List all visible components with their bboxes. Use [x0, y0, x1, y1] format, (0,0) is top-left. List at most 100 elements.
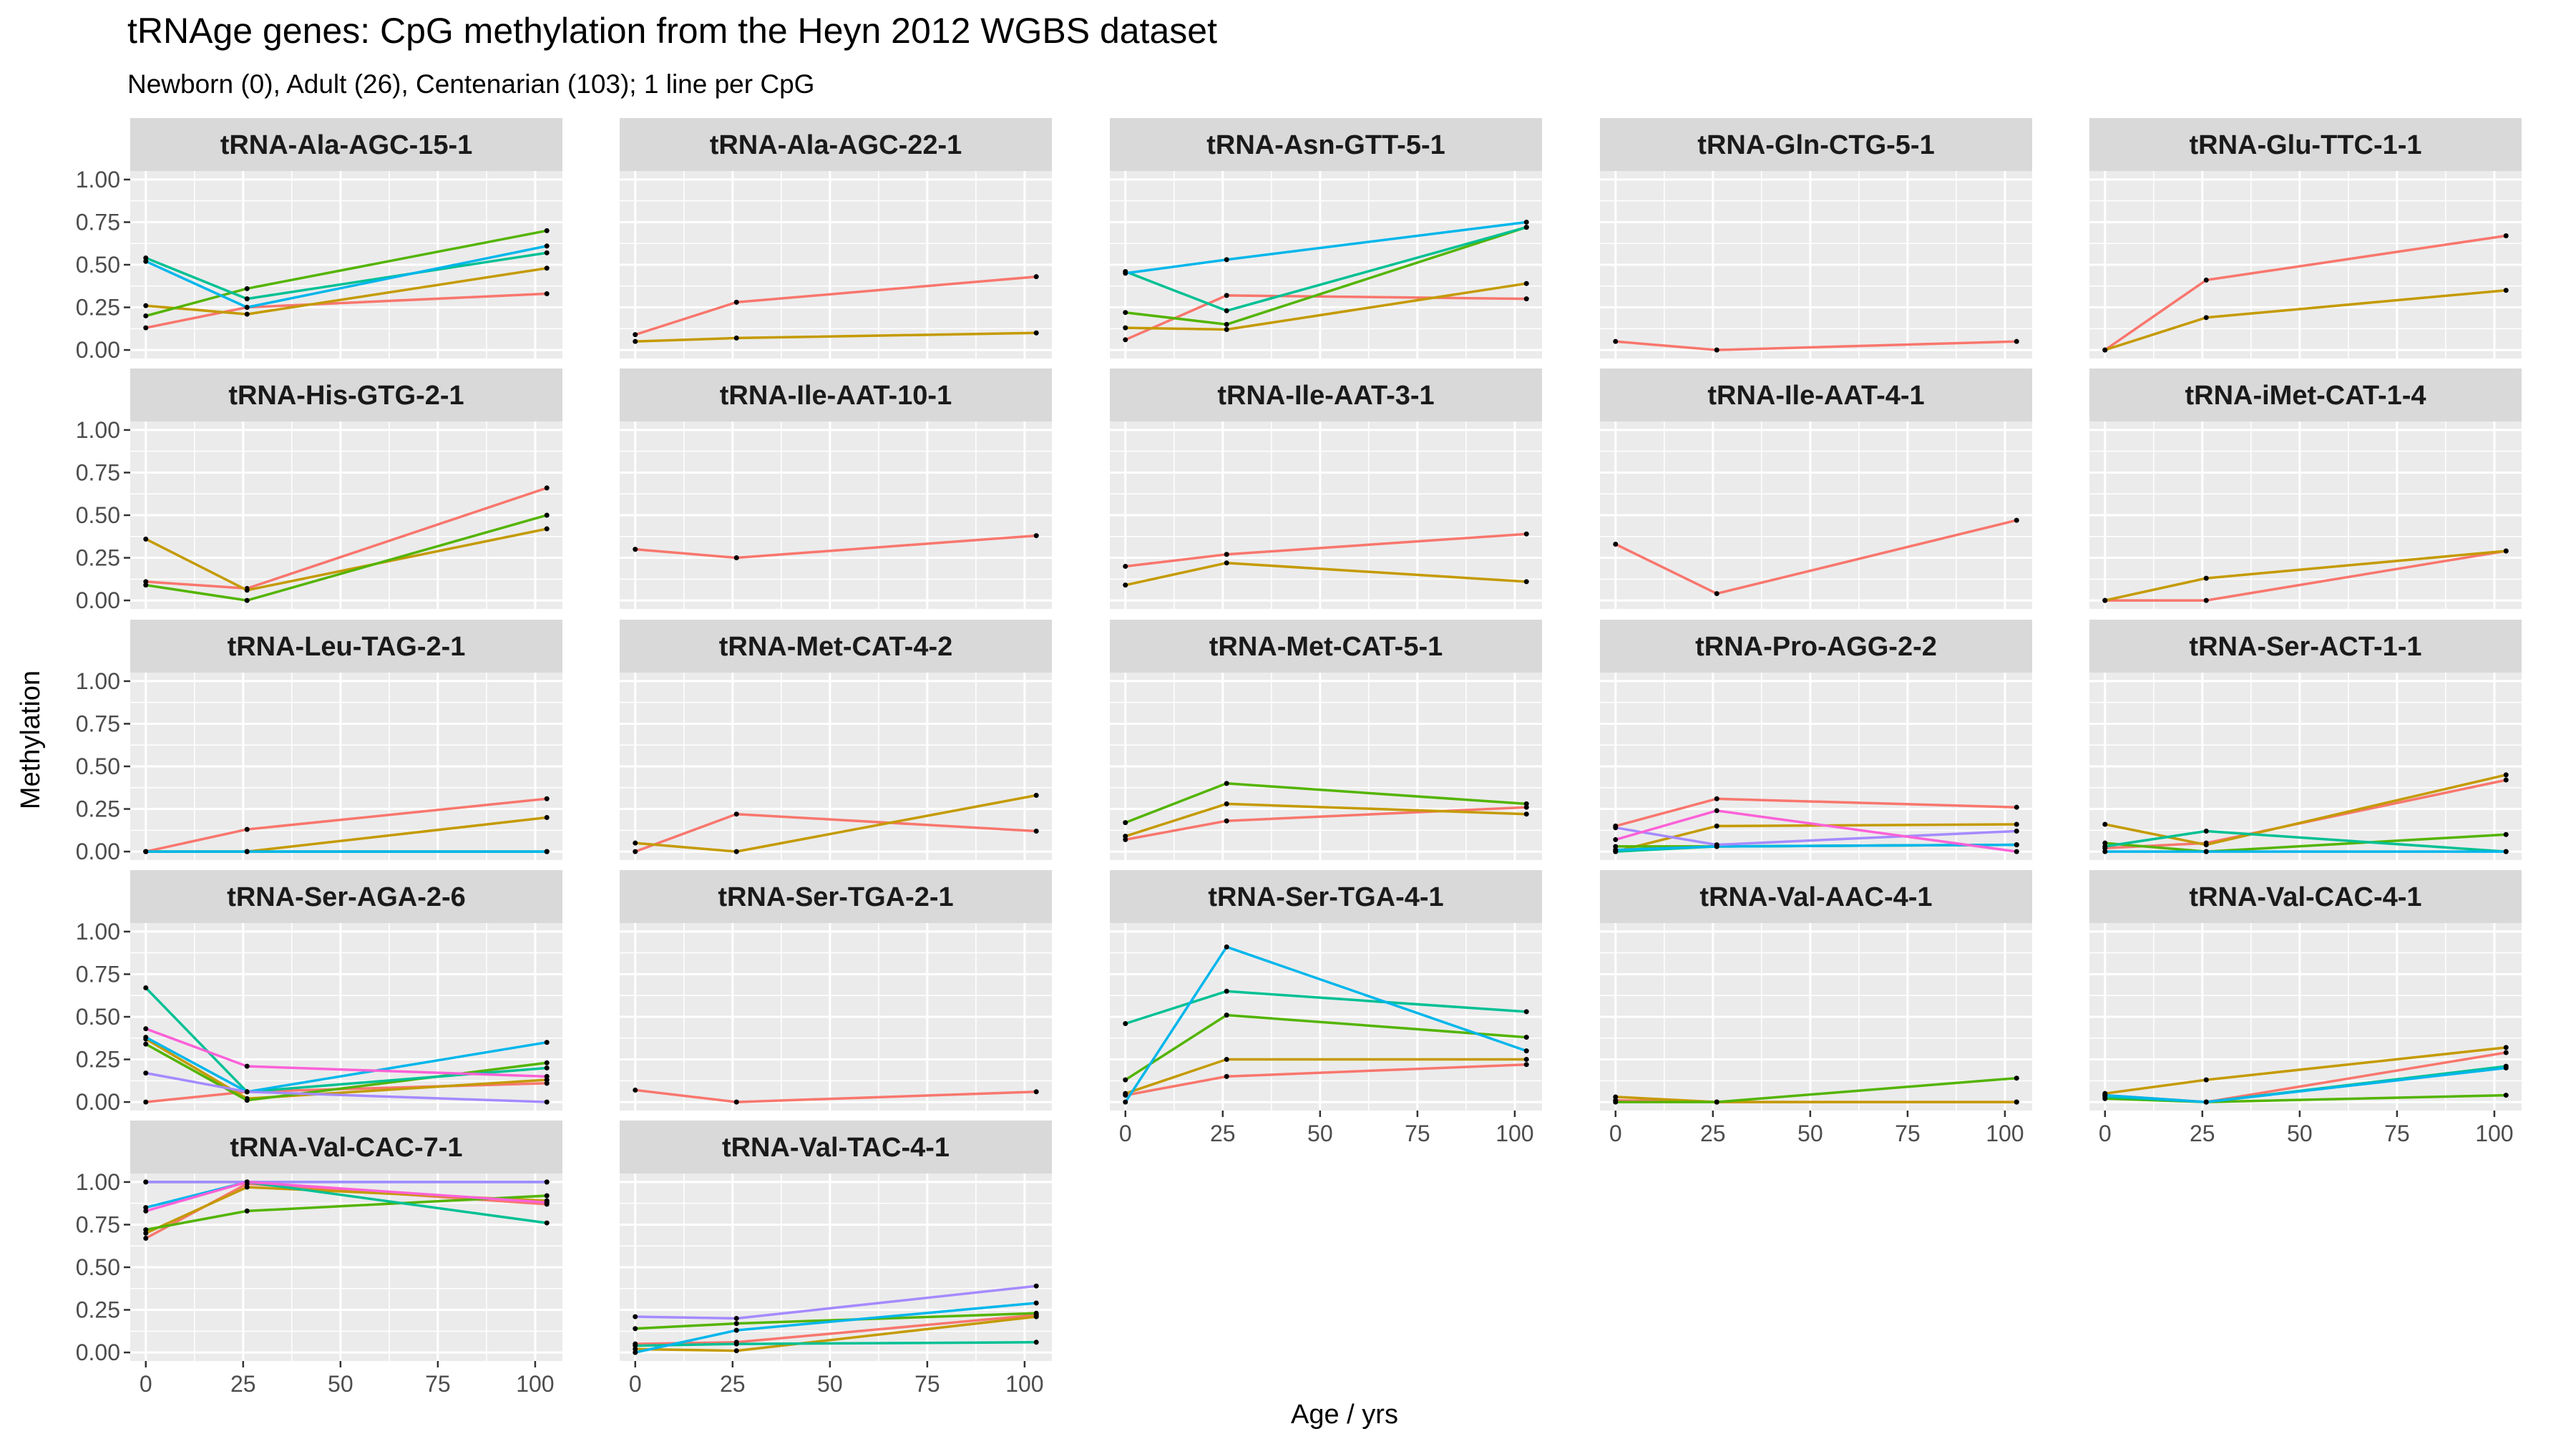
data-point [1523, 1048, 1529, 1054]
data-point [2203, 315, 2209, 321]
y-tick-label: 1.00 [76, 919, 120, 945]
facet-strip-label: tRNA-Ser-TGA-4-1 [1208, 882, 1443, 912]
data-point [1714, 347, 1719, 353]
x-tick-label: 0 [1609, 1121, 1622, 1146]
x-tick-label: 25 [720, 1371, 746, 1397]
y-tick-label: 0.75 [76, 711, 120, 736]
y-tick-label: 1.00 [76, 668, 120, 694]
data-point [1123, 337, 1128, 343]
facet-strip-label: tRNA-Ser-TGA-2-1 [718, 882, 953, 912]
data-point [1523, 219, 1529, 225]
facet-panel: tRNA-Met-CAT-4-2 [620, 620, 1052, 860]
data-point [1523, 1035, 1529, 1040]
data-point [633, 547, 638, 552]
data-point [633, 849, 638, 854]
data-point [544, 1040, 550, 1045]
data-point [1123, 834, 1128, 839]
y-tick-label: 0.25 [76, 796, 120, 822]
data-point [1523, 579, 1529, 585]
facet-panel: tRNA-Glu-TTC-1-1 [2089, 118, 2522, 358]
y-tick-label: 0.75 [76, 1211, 120, 1237]
data-point [1224, 308, 1229, 313]
data-point [633, 840, 638, 846]
data-point [1523, 811, 1529, 817]
y-tick-label: 0.25 [76, 545, 120, 571]
data-point [2102, 1093, 2108, 1098]
facet-strip-label: tRNA-Ala-AGC-22-1 [710, 130, 962, 160]
facet-panel: tRNA-Ile-AAT-10-1 [620, 369, 1052, 609]
data-point [143, 1227, 149, 1233]
data-point [544, 485, 550, 491]
data-point [733, 1321, 739, 1327]
y-tick-label: 0.25 [76, 1297, 120, 1323]
x-tick-label: 25 [230, 1371, 256, 1397]
facet-strip-label: tRNA-Ser-AGA-2-6 [227, 882, 466, 912]
x-tick-label: 50 [2287, 1121, 2313, 1146]
data-point [1224, 1013, 1229, 1018]
data-point [2503, 777, 2509, 783]
x-tick-label: 100 [1496, 1121, 1533, 1146]
data-point [733, 1327, 739, 1333]
data-point [633, 1343, 638, 1349]
data-point [244, 587, 250, 593]
data-point [2014, 338, 2019, 344]
facet-panel: tRNA-Val-TAC-4-1 0 25 50 75 100 [620, 1121, 1052, 1397]
facet-strip [130, 118, 562, 171]
y-tick-label: 1.00 [76, 167, 120, 192]
data-point [244, 1184, 250, 1190]
data-point [1123, 1091, 1128, 1096]
facet-strip [620, 620, 1052, 673]
facet-strip [620, 870, 1052, 923]
data-point [1033, 330, 1039, 336]
facet-strip [2089, 620, 2522, 673]
y-tick-label: 0.00 [76, 587, 120, 613]
data-point [633, 1326, 638, 1332]
data-point [1224, 944, 1229, 950]
data-point [544, 265, 550, 271]
facet-panel: tRNA-Ser-TGA-2-1 [620, 870, 1052, 1111]
facet-strip-label: tRNA-Asn-GTT-5-1 [1206, 130, 1445, 160]
data-point [2014, 1099, 2019, 1105]
data-point [2503, 233, 2509, 239]
x-tick-label: 50 [817, 1371, 843, 1397]
data-point [2102, 347, 2108, 353]
facet-strip [620, 1121, 1052, 1174]
data-point [2503, 1045, 2509, 1050]
data-point [733, 849, 739, 854]
data-point [143, 536, 149, 542]
x-tick-label: 0 [140, 1371, 152, 1397]
data-point [1224, 801, 1229, 806]
data-point [244, 597, 250, 603]
x-tick-label: 75 [2384, 1121, 2410, 1146]
data-point [2503, 1065, 2509, 1070]
data-point [1523, 531, 1529, 537]
x-tick-label: 100 [1986, 1121, 2024, 1146]
data-point [544, 814, 550, 820]
data-point [143, 325, 149, 331]
data-point [544, 291, 550, 296]
data-point [1123, 1077, 1128, 1083]
data-point [544, 1179, 550, 1185]
y-tick-label: 0.25 [76, 1047, 120, 1073]
data-point [1523, 280, 1529, 286]
facet-strip [2089, 118, 2522, 171]
facet-strip [130, 870, 562, 923]
x-tick-label: 25 [1210, 1121, 1236, 1146]
data-point [1523, 1062, 1529, 1068]
data-point [1224, 988, 1229, 994]
facet-strip [1600, 369, 2032, 421]
data-point [2203, 829, 2209, 834]
data-point [143, 1208, 149, 1214]
y-tick-label: 0.75 [76, 961, 120, 987]
data-point [1714, 1099, 1719, 1105]
data-point [1613, 825, 1619, 831]
chart-subtitle: Newborn (0), Adult (26), Centenarian (10… [127, 69, 814, 99]
facet-panel: tRNA-Ile-AAT-3-1 [1110, 369, 1542, 609]
data-point [1714, 823, 1719, 829]
y-tick-label: 0.75 [76, 209, 120, 235]
data-point [544, 1065, 550, 1070]
data-point [143, 1236, 149, 1241]
facet-strip-label: tRNA-iMet-CAT-1-4 [2185, 381, 2426, 411]
data-point [2203, 277, 2209, 283]
